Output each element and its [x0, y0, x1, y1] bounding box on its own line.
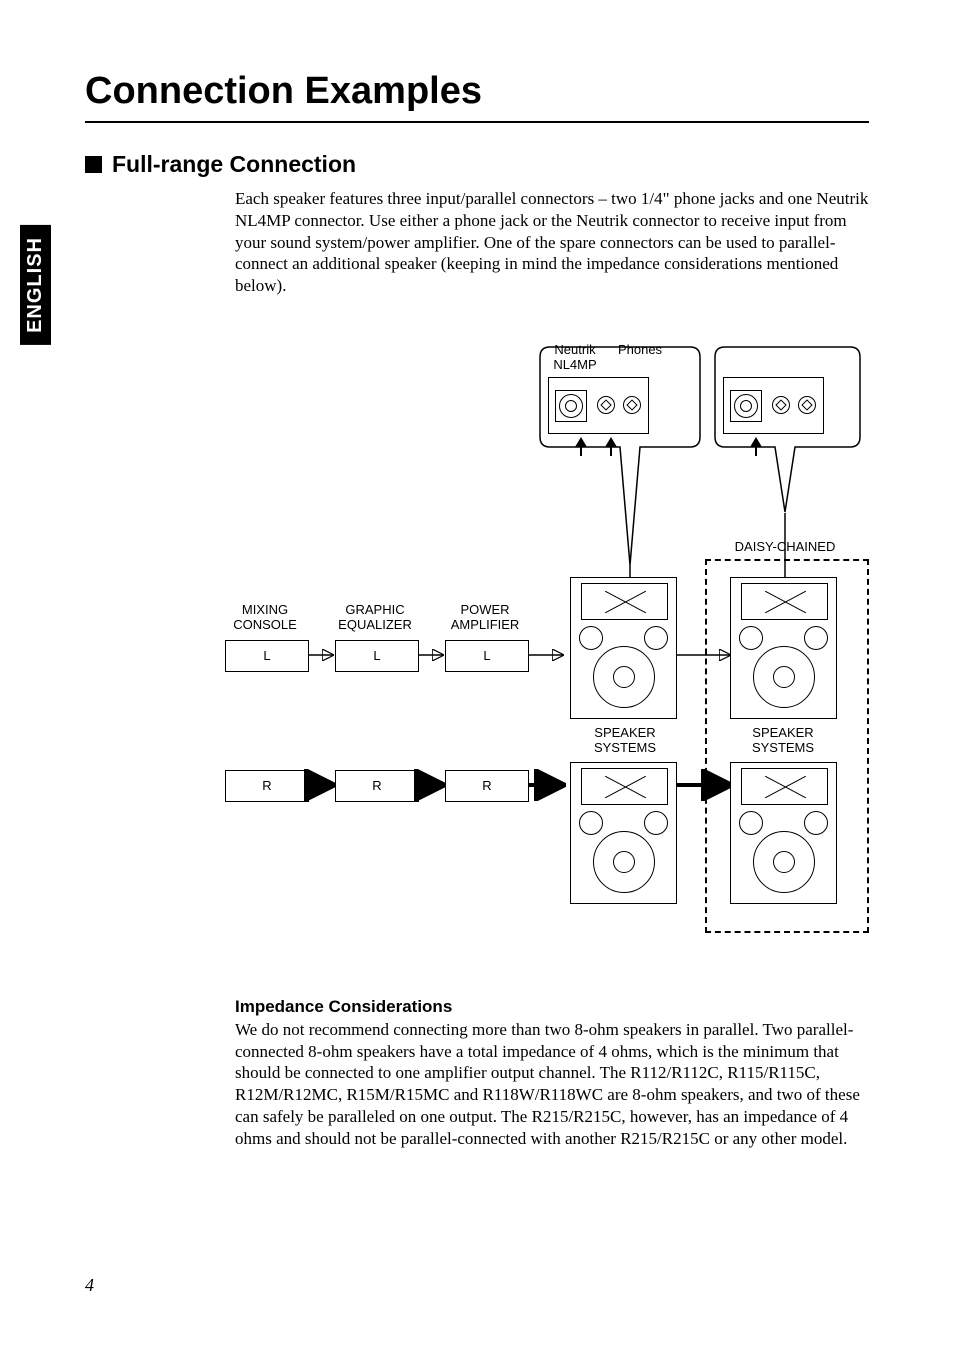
- section-heading-text: Full-range Connection: [112, 151, 356, 178]
- eq-l-box: L: [335, 640, 419, 672]
- power-amp-label: POWER AMPLIFIER: [440, 602, 530, 632]
- mixing-l-box: L: [225, 640, 309, 672]
- up-arrow-icon: [575, 437, 587, 447]
- square-bullet-icon: [85, 156, 102, 173]
- section-heading: Full-range Connection: [85, 151, 869, 178]
- neutrik-connector-icon: [730, 390, 762, 422]
- phone-jack-icon: [623, 396, 641, 414]
- mixing-r-box: R: [225, 770, 309, 802]
- l-label: L: [263, 648, 270, 663]
- connector-panel-right: [723, 377, 824, 434]
- intro-paragraph: Each speaker features three input/parall…: [235, 188, 869, 297]
- phones-label: Phones: [615, 342, 665, 357]
- manual-page: ENGLISH Connection Examples Full-range C…: [0, 0, 954, 1351]
- page-number: 4: [85, 1275, 94, 1296]
- daisy-chained-label: DAISY-CHAINED: [710, 539, 860, 554]
- language-tab: ENGLISH: [20, 225, 51, 345]
- l-label: L: [373, 648, 380, 663]
- eq-r-box: R: [335, 770, 419, 802]
- amp-r-box: R: [445, 770, 529, 802]
- neutrik-connector-icon: [555, 390, 587, 422]
- speaker-cabinet: [730, 762, 837, 904]
- speaker-cabinet: [730, 577, 837, 719]
- mixing-console-label: MIXING CONSOLE: [220, 602, 310, 632]
- r-label: R: [262, 778, 271, 793]
- speaker-systems-label: SPEAKER SYSTEMS: [733, 725, 833, 755]
- up-arrow-icon: [750, 437, 762, 447]
- phone-jack-icon: [772, 396, 790, 414]
- r-label: R: [482, 778, 491, 793]
- impedance-heading: Impedance Considerations: [235, 997, 869, 1017]
- speaker-cabinet: [570, 762, 677, 904]
- connection-diagram: Neutrik NL4MP Phones MIXING CONSOLE GRAP…: [135, 337, 869, 977]
- speaker-systems-label: SPEAKER SYSTEMS: [575, 725, 675, 755]
- connector-panel-left: [548, 377, 649, 434]
- up-arrow-icon: [605, 437, 617, 447]
- amp-l-box: L: [445, 640, 529, 672]
- neutrik-label: Neutrik NL4MP: [545, 342, 605, 372]
- l-label: L: [483, 648, 490, 663]
- phone-jack-icon: [798, 396, 816, 414]
- graphic-eq-label: GRAPHIC EQUALIZER: [330, 602, 420, 632]
- page-title: Connection Examples: [85, 70, 869, 123]
- r-label: R: [372, 778, 381, 793]
- speaker-cabinet: [570, 577, 677, 719]
- impedance-body: We do not recommend connecting more than…: [235, 1019, 869, 1150]
- phone-jack-icon: [597, 396, 615, 414]
